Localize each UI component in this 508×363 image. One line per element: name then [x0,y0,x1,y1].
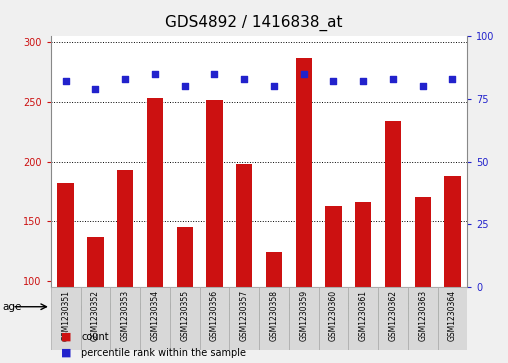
Bar [229,287,259,350]
Text: GSM1230352: GSM1230352 [91,290,100,341]
Bar [348,287,378,350]
Text: GSM1230362: GSM1230362 [389,290,397,341]
Text: age: age [3,302,22,312]
Bar [296,58,312,287]
Text: GSM1230354: GSM1230354 [150,290,160,341]
Bar [319,287,348,350]
Point [359,78,367,84]
Bar [355,202,371,287]
Bar [206,99,223,287]
Point [91,86,100,92]
Bar [110,287,140,350]
Text: GSM1230361: GSM1230361 [359,290,368,341]
Bar [170,287,200,350]
Bar [289,287,319,350]
Text: GSM1230363: GSM1230363 [418,290,427,341]
Text: count: count [81,332,109,342]
Point [270,83,278,89]
Point [240,76,248,82]
Bar [81,287,110,350]
Bar [236,164,252,287]
Bar [140,287,170,350]
Point [210,71,218,77]
Text: percentile rank within the sample: percentile rank within the sample [81,348,246,358]
Bar [266,252,282,287]
Point [389,76,397,82]
Text: GSM1230357: GSM1230357 [240,290,249,341]
Text: ■: ■ [61,348,72,358]
Text: GSM1230353: GSM1230353 [121,290,130,341]
Bar [319,292,467,322]
Bar [51,292,200,322]
Bar [437,287,467,350]
Point [151,71,159,77]
Text: GSM1230351: GSM1230351 [61,290,70,341]
Point [449,76,457,82]
Point [300,71,308,77]
Text: GDS4892 / 1416838_at: GDS4892 / 1416838_at [165,15,343,31]
Text: GSM1230358: GSM1230358 [269,290,278,341]
Bar [51,287,81,350]
Bar [385,121,401,287]
Bar [147,98,163,287]
Bar [378,287,408,350]
Bar [176,227,193,287]
Text: GSM1230360: GSM1230360 [329,290,338,341]
Text: young (2 months): young (2 months) [79,301,172,311]
Bar [117,170,134,287]
Text: GSM1230355: GSM1230355 [180,290,189,341]
Bar [200,292,319,322]
Bar [444,176,461,287]
Text: GSM1230364: GSM1230364 [448,290,457,341]
Text: ■: ■ [61,332,72,342]
Point [121,76,129,82]
Point [61,78,70,84]
Text: GSM1230356: GSM1230356 [210,290,219,341]
Bar [259,287,289,350]
Bar [87,237,104,287]
Bar [325,206,342,287]
Bar [200,287,229,350]
Bar [408,287,437,350]
Text: middle aged (12 months): middle aged (12 months) [202,302,316,311]
Point [329,78,337,84]
Text: GSM1230359: GSM1230359 [299,290,308,341]
Bar [415,197,431,287]
Point [419,83,427,89]
Text: aged (24 months): aged (24 months) [346,301,439,311]
Bar [57,183,74,287]
Point [181,83,189,89]
